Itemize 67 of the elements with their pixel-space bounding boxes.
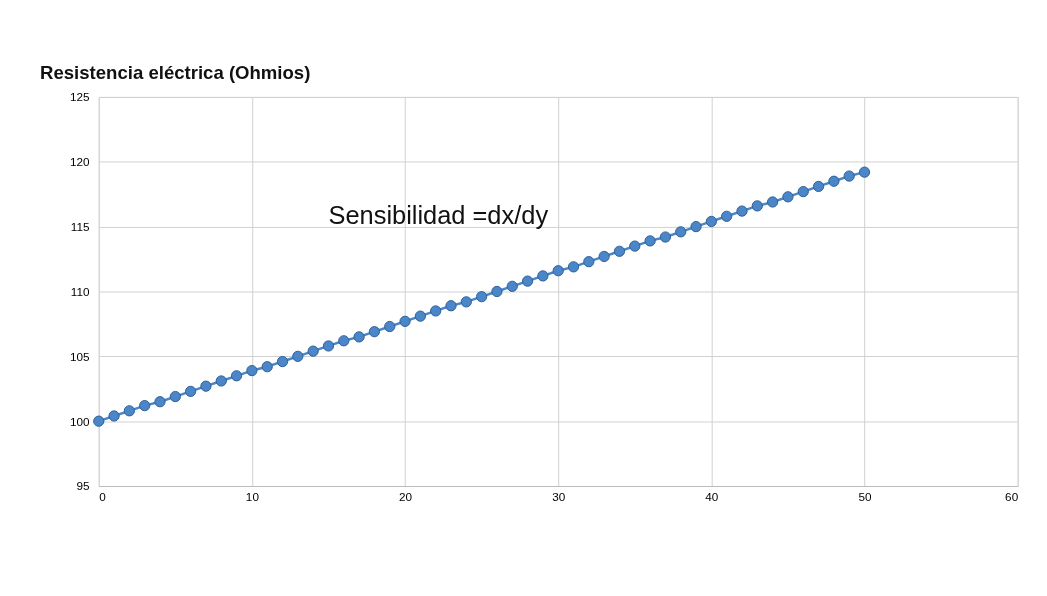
point [782, 191, 794, 203]
point [307, 345, 319, 357]
point [169, 390, 181, 403]
point [123, 405, 135, 417]
point [491, 285, 503, 298]
y-tick-label: 115 [70, 220, 90, 234]
point [828, 175, 840, 187]
y-tick-label: 105 [69, 349, 90, 363]
point [414, 310, 426, 322]
point [843, 170, 855, 182]
point [384, 320, 396, 333]
point [506, 280, 518, 292]
point [230, 370, 243, 382]
point [338, 335, 350, 347]
point [598, 250, 610, 263]
point [751, 200, 763, 212]
point [858, 166, 871, 178]
point [690, 221, 702, 233]
y-tick-label: 95 [76, 479, 90, 493]
point [200, 380, 212, 392]
x-tick-label: 10 [245, 490, 260, 504]
y-tick-label: 120 [69, 155, 90, 169]
chart-title: Resistencia eléctrica (Ohmios) [40, 62, 311, 84]
annotation: Sensibilidad =dx/dy [328, 201, 549, 230]
point [476, 291, 488, 303]
point [721, 210, 733, 222]
point [567, 261, 580, 273]
point [353, 331, 365, 343]
point [368, 326, 381, 338]
point [139, 400, 151, 412]
point [812, 180, 825, 193]
point [292, 350, 304, 362]
point [460, 296, 472, 308]
point [399, 315, 411, 327]
x-tick-label: 50 [858, 490, 872, 504]
point [521, 275, 534, 287]
point [583, 256, 595, 268]
point [705, 215, 717, 228]
point [736, 205, 748, 217]
point [644, 235, 656, 247]
point [322, 340, 335, 352]
point [276, 355, 289, 368]
y-tick-label: 110 [70, 284, 90, 298]
point [185, 385, 197, 397]
point [215, 375, 227, 387]
point [154, 396, 166, 408]
x-tick-label: 60 [1005, 490, 1019, 504]
point [108, 410, 120, 422]
x-tick-label: 20 [399, 490, 413, 504]
point [246, 364, 258, 377]
point [659, 231, 672, 243]
point [430, 305, 442, 317]
x-tick-label: 0 [99, 490, 107, 504]
y-tick-label: 100 [69, 414, 90, 428]
point [797, 186, 809, 198]
point [767, 196, 779, 208]
point [629, 240, 641, 252]
x-tick-label: 30 [552, 490, 566, 504]
point [675, 226, 687, 238]
point [613, 245, 626, 257]
point [261, 361, 273, 373]
point [552, 265, 564, 277]
point [93, 415, 105, 427]
y-tick-label: 125 [69, 90, 90, 104]
point [537, 270, 549, 282]
point [445, 300, 457, 312]
x-tick-label: 40 [705, 490, 719, 504]
